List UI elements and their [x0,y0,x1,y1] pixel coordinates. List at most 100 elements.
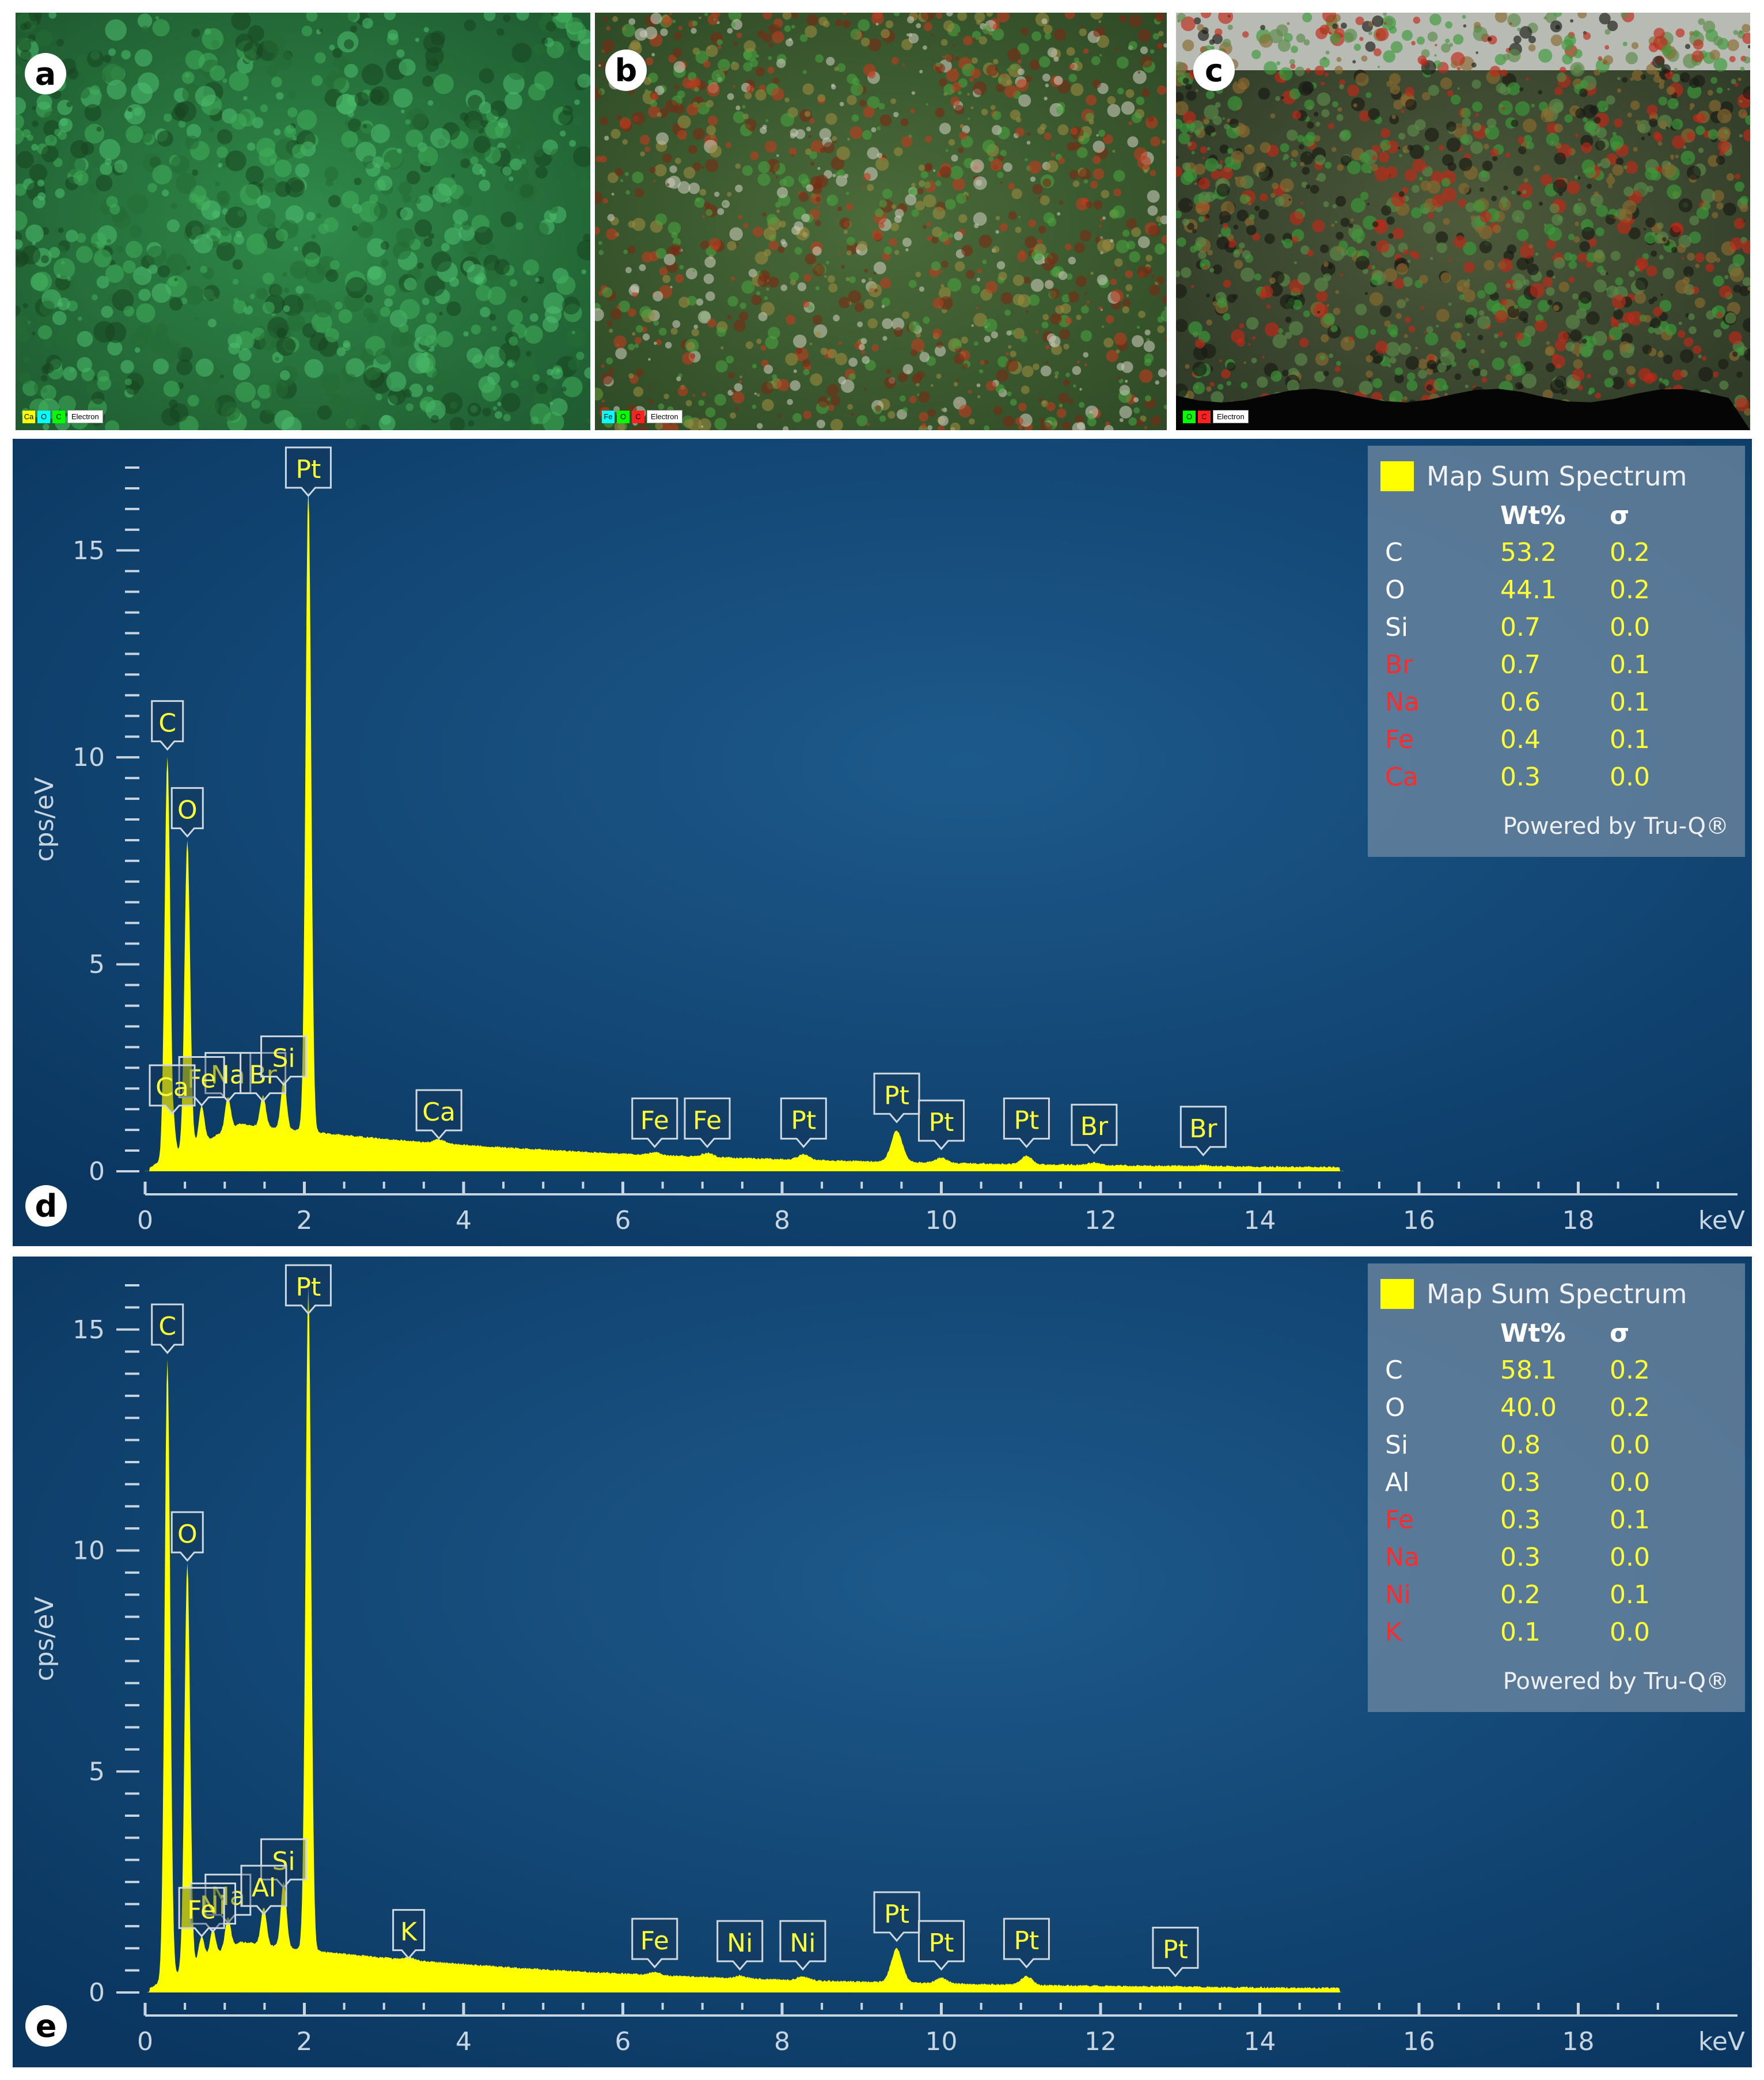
svg-text:Ca: Ca [155,1073,189,1102]
element-cell: Na [1385,1543,1420,1572]
wt-cell: 0.3 [1500,1543,1541,1572]
panel-letter-a: a [25,53,66,94]
x-tick-label: 2 [297,2027,313,2056]
svg-text:Pt: Pt [929,1929,954,1958]
spectrum-swatch [1380,461,1414,491]
svg-text:Na: Na [211,1060,245,1090]
peak-label: Br [1179,1106,1227,1157]
map-legend-b: Fe O C Electron [602,410,682,423]
x-tick-label: 2 [297,1206,313,1235]
element-cell: Br [1385,650,1413,680]
legend-electron: Electron [647,410,682,423]
element-cell: Si [1385,1430,1409,1460]
legend-swatch-c: C [52,410,65,423]
spectrum-area [145,488,1344,1171]
legend-swatch-o: O [617,410,629,423]
peak-label: C [151,1303,184,1354]
sum-title: Map Sum Spectrum [1427,1278,1687,1310]
element-cell: K [1385,1618,1402,1647]
sum-title: Map Sum Spectrum [1427,461,1687,492]
map-texture [595,13,1167,430]
composition-table: Wt% σ C 58.1 0.2 O 40.0 0.2 Si 0.8 0.0 Al 0.3 0.0 Fe… [1385,1315,1696,1651]
x-tick-label: 16 [1403,2027,1435,2056]
x-tick-label: 14 [1244,2027,1276,2056]
legend-swatch-o: O [37,410,50,423]
composition-row: K 0.1 0.0 [1385,1614,1696,1651]
svg-text:O: O [177,795,198,825]
svg-text:Si: Si [272,1847,295,1876]
composition-row: Ca 0.3 0.0 [1385,758,1696,796]
peak-label: Na [204,1873,252,1925]
peak-label: Na [204,1052,252,1103]
spectrum-area [145,1286,1344,1992]
sigma-cell: 0.2 [1610,1393,1650,1422]
panel-letter-b: b [605,50,647,91]
col-wt: Wt% [1500,1319,1566,1348]
peak-label: Br [1071,1103,1118,1155]
peak-label: Al [240,1865,287,1916]
map-texture [16,13,590,430]
legend-electron: Electron [1213,410,1249,423]
element-cell: Al [1385,1468,1410,1497]
composition-row: C 58.1 0.2 [1385,1352,1696,1389]
svg-text:Fe: Fe [640,1106,669,1135]
composition-row: Fe 0.3 0.1 [1385,1501,1696,1539]
wt-cell: 44.1 [1500,575,1557,605]
peak-label: Ni [716,1920,764,1971]
wt-cell: 0.1 [1500,1618,1541,1647]
composition-row: Fe 0.4 0.1 [1385,721,1696,758]
peak-label: O [170,787,204,838]
col-sigma: σ [1610,501,1630,530]
eds-map-c: c O C Electron [1176,13,1750,430]
x-tick-label: 12 [1084,2027,1117,2056]
sigma-cell: 0.0 [1610,1430,1650,1460]
composition-row: Si 0.8 0.0 [1385,1426,1696,1464]
axes [116,1284,1738,2017]
eds-map-a: a Ca O C Electron [16,13,590,430]
sigma-cell: 0.0 [1610,762,1650,792]
svg-text:Pt: Pt [1163,1935,1188,1964]
x-unit-label: keV [1698,2027,1745,2056]
sigma-cell: 0.0 [1610,1543,1650,1572]
peak-label: Pt [1003,1918,1050,1969]
composition-row: C 53.2 0.2 [1385,534,1696,571]
col-wt: Wt% [1500,501,1566,530]
composition-table: Wt% σ C 53.2 0.2 O 44.1 0.2 Si 0.7 0.0 Br 0.7 0.1 Na… [1385,498,1696,796]
peak-label: Pt [284,1264,332,1315]
svg-text:Pt: Pt [791,1106,816,1135]
map-image-c [1176,13,1750,430]
y-tick-label: 5 [89,1757,105,1786]
element-cell: Si [1385,613,1409,642]
sigma-cell: 0.0 [1610,1618,1650,1647]
axes [116,466,1738,1195]
svg-text:Pt: Pt [929,1108,954,1137]
element-cell: C [1385,538,1403,567]
composition-row: Na 0.3 0.0 [1385,1539,1696,1576]
svg-text:Br: Br [1080,1112,1109,1141]
legend-swatch-c: C [632,410,644,423]
map-image-a [16,13,590,430]
svg-text:Pt: Pt [884,1900,909,1929]
spectrum-panel-e: 0 2 4 6 8 10 12 14 16 18 keV 0 5 10 15 cps/eV C Pt O Na Si Ni… [13,1257,1752,2067]
svg-text:Pt: Pt [1014,1926,1040,1956]
wt-cell: 0.7 [1500,650,1541,680]
eds-map-b: b Fe O C Electron [595,13,1167,430]
svg-text:Pt: Pt [296,455,321,484]
x-tick-label: 18 [1562,1206,1595,1235]
svg-text:Na: Na [211,1882,245,1911]
x-tick-label: 0 [137,2027,153,2056]
sigma-cell: 0.1 [1610,1580,1650,1610]
x-tick-label: 14 [1244,1206,1276,1235]
legend-swatch-fe: Fe [602,410,614,423]
sigma-cell: 0.0 [1610,1468,1650,1497]
sigma-cell: 0.1 [1610,650,1650,680]
peak-label: O [170,1511,204,1562]
y-tick-label: 15 [73,1315,105,1345]
x-tick-label: 10 [925,1206,958,1235]
composition-row: Si 0.7 0.0 [1385,609,1696,646]
composition-row: O 40.0 0.2 [1385,1389,1696,1426]
y-axis-label: cps/eV [30,1596,59,1681]
peak-label: Pt [1003,1097,1050,1148]
map-sum-spectrum-box-d: Map Sum Spectrum Wt% σ C 53.2 0.2 O 44.1 0.2 S… [1368,446,1745,857]
peak-label: C [151,700,184,751]
